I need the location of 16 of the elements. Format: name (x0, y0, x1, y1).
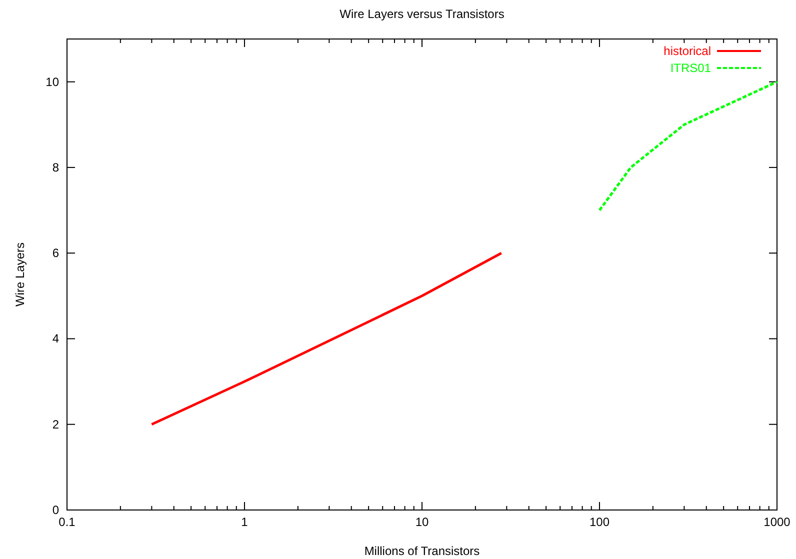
chart-title: Wire Layers versus Transistors (340, 7, 504, 21)
y-tick-label: 6 (52, 246, 60, 260)
y-tick-label: 10 (46, 74, 60, 89)
x-tick-label: 0.1 (58, 515, 76, 529)
y-tick-label: 8 (52, 160, 60, 174)
x-tick-label: 1000 (764, 515, 791, 529)
legend-label: ITRS01 (670, 61, 712, 75)
legend-label: historical (664, 44, 711, 58)
x-tick-label: 1 (241, 515, 248, 529)
y-axis-title: Wire Layers (13, 242, 27, 307)
x-axis-title: Millions of Transistors (364, 544, 480, 558)
x-tick-label: 10 (415, 515, 429, 529)
x-tick-label: 100 (589, 515, 610, 529)
y-tick-label: 2 (52, 417, 60, 432)
y-tick-label: 4 (52, 332, 60, 346)
y-tick-label: 0 (52, 503, 60, 517)
